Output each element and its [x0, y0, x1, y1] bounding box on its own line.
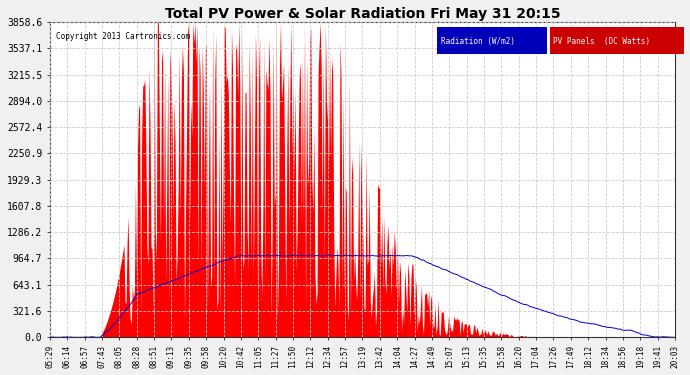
FancyBboxPatch shape: [437, 27, 547, 54]
Text: Radiation (W/m2): Radiation (W/m2): [441, 36, 515, 45]
FancyBboxPatch shape: [550, 27, 684, 54]
Title: Total PV Power & Solar Radiation Fri May 31 20:15: Total PV Power & Solar Radiation Fri May…: [165, 7, 560, 21]
Text: Copyright 2013 Cartronics.com: Copyright 2013 Cartronics.com: [56, 32, 190, 40]
Text: PV Panels  (DC Watts): PV Panels (DC Watts): [553, 36, 650, 45]
